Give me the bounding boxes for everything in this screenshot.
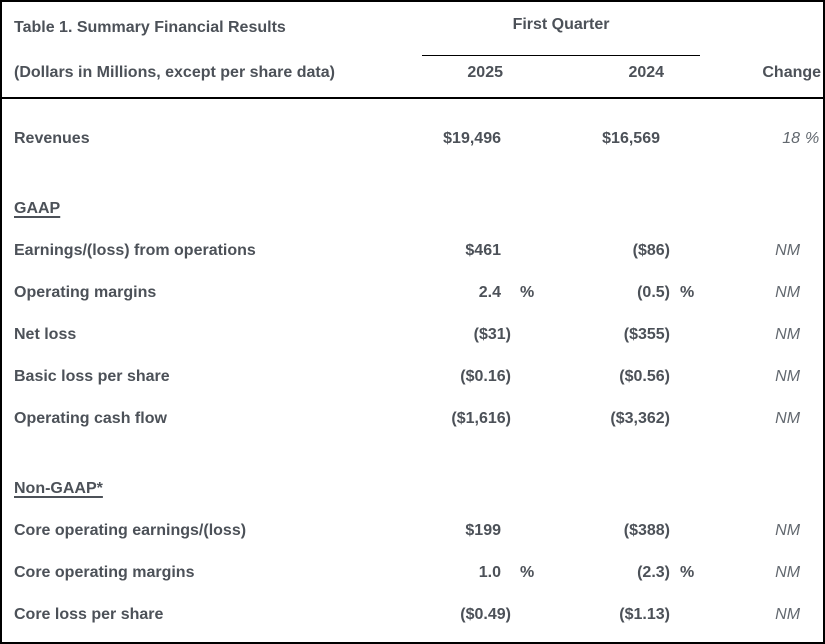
value-2025: 2.4	[478, 283, 501, 301]
header-row-columns: (Dollars in Millions, except per share d…	[2, 55, 824, 99]
row-label: Core operating earnings/(loss)	[14, 521, 247, 539]
suffix-change	[802, 230, 823, 272]
first-quarter-group-header: First Quarter	[422, 2, 701, 56]
value-change: NM	[775, 283, 801, 301]
table-row-core-loss-per-share: Core loss per share ($0.49) ($1.13) NM	[2, 594, 823, 636]
suffix-change	[802, 510, 823, 552]
suffix-2024	[670, 594, 700, 636]
table-row-basic-loss-per-share: Basic loss per share ($0.16) ($0.56) NM	[2, 356, 823, 398]
header-row-group: Table 1. Summary Financial Results First…	[2, 2, 823, 56]
suffix-change	[802, 272, 823, 314]
value-2024: ($86)	[632, 241, 670, 259]
value-2025: ($31)	[473, 325, 511, 343]
value-2025: $461	[465, 241, 501, 259]
table-row-net-loss: Net loss ($31) ($355) NM	[2, 314, 823, 356]
value-2024: ($388)	[623, 521, 670, 539]
value-change: NM	[775, 563, 801, 581]
row-label: Earnings/(loss) from operations	[14, 241, 256, 259]
table-row-core-operating-earnings: Core operating earnings/(loss) $199 ($38…	[2, 510, 823, 552]
spacer-row	[2, 160, 823, 188]
table-subtitle: (Dollars in Millions, except per share d…	[2, 55, 422, 99]
value-change: NM	[775, 409, 801, 427]
section-row-gaap: GAAP	[2, 188, 823, 230]
value-2024: ($3,362)	[610, 409, 670, 427]
suffix-2024	[670, 398, 700, 440]
suffix-2024	[670, 510, 700, 552]
suffix-2025: %	[520, 283, 535, 301]
value-2024: ($355)	[623, 325, 670, 343]
value-2024: ($1.13)	[619, 605, 670, 623]
row-label: Operating cash flow	[14, 409, 167, 427]
value-change: NM	[775, 367, 801, 385]
suffix-2025	[511, 398, 539, 440]
value-2025: $19,496	[443, 129, 501, 147]
suffix-change	[802, 398, 823, 440]
value-2024: (0.5)	[637, 283, 670, 301]
value-2025: ($0.49)	[460, 605, 511, 623]
suffix-2025	[511, 314, 539, 356]
suffix-change	[802, 356, 823, 398]
section-row-non-gaap: Non-GAAP*	[2, 468, 823, 510]
row-label: Core operating margins	[14, 563, 195, 581]
header-spacer	[700, 2, 823, 55]
value-2024: (2.3)	[637, 563, 670, 581]
column-header-change: Change	[700, 55, 824, 99]
suffix-change	[802, 552, 823, 594]
table-row-earnings-from-operations: Earnings/(loss) from operations $461 ($8…	[2, 230, 823, 272]
suffix-change	[802, 314, 823, 356]
suffix-2024: %	[680, 283, 695, 301]
row-label: Basic loss per share	[14, 367, 170, 385]
value-change: NM	[775, 325, 801, 343]
section-header-label: Non-GAAP*	[14, 479, 103, 497]
suffix-2024	[670, 314, 700, 356]
value-2025: 1.0	[478, 563, 501, 581]
column-header-2024: 2024	[539, 55, 701, 99]
suffix-2025: %	[520, 563, 535, 581]
table-row-core-operating-margins: Core operating margins 1.0 % (2.3) % NM	[2, 552, 823, 594]
table-row-revenues: Revenues $19,496 $16,569 18 %	[2, 118, 823, 160]
section-header: Non-GAAP*	[2, 468, 823, 510]
suffix-change	[802, 594, 823, 636]
table-title: Table 1. Summary Financial Results	[14, 19, 286, 37]
value-change: 18	[782, 129, 801, 147]
table-row-operating-margins: Operating margins 2.4 % (0.5) % NM	[2, 272, 823, 314]
table-row-operating-cash-flow: Operating cash flow ($1,616) ($3,362) NM	[2, 398, 823, 440]
suffix-2025	[511, 510, 539, 552]
spacer-row	[2, 440, 823, 468]
suffix-2024	[670, 230, 700, 272]
suffix-2025	[511, 118, 539, 160]
suffix-2025	[511, 594, 539, 636]
suffix-2024	[670, 118, 700, 160]
row-label: Core loss per share	[14, 605, 164, 623]
value-change: NM	[775, 605, 801, 623]
section-header-label: GAAP	[14, 199, 61, 217]
value-2025: ($0.16)	[460, 367, 511, 385]
value-change: NM	[775, 521, 801, 539]
spacer-row	[2, 98, 823, 118]
value-2024: $16,569	[602, 129, 660, 147]
value-2025: ($1,616)	[451, 409, 511, 427]
value-2025: $199	[465, 521, 501, 539]
column-header-2025: 2025	[422, 55, 539, 99]
row-label: Operating margins	[14, 283, 157, 301]
suffix-2025	[511, 230, 539, 272]
suffix-change: %	[805, 129, 820, 147]
row-label: Net loss	[14, 325, 77, 343]
suffix-2024	[670, 356, 700, 398]
section-header: GAAP	[2, 188, 823, 230]
suffix-2025	[511, 356, 539, 398]
row-label: Revenues	[14, 129, 90, 147]
value-2024: ($0.56)	[619, 367, 670, 385]
suffix-2024: %	[680, 563, 695, 581]
value-change: NM	[775, 241, 801, 259]
